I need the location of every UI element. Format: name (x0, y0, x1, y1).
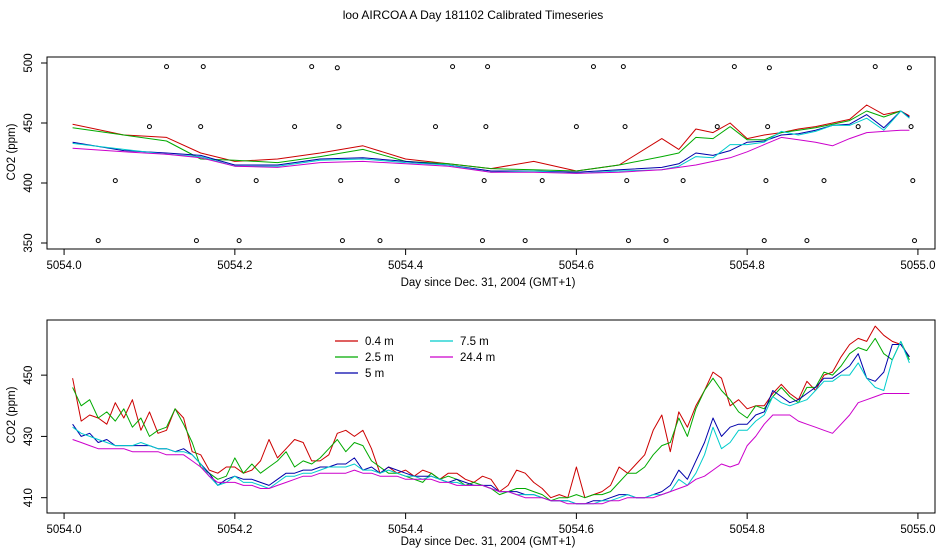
top-scatter-point (479, 238, 485, 244)
bottom-xtick-label: 5054.0 (46, 524, 81, 536)
legend-label: 5 m (365, 368, 384, 380)
top-scatter-point (334, 65, 340, 71)
top-scatter-point (338, 178, 344, 184)
bottom-series-line-5-m (72, 344, 910, 505)
top-scatter-point (394, 178, 400, 184)
bottom-ylabel: CO2 (ppm) (6, 386, 18, 443)
top-scatter-point (622, 124, 628, 130)
top-scatter-point (714, 124, 720, 130)
top-scatter-point (872, 64, 878, 70)
top-scatter-point (539, 178, 545, 184)
top-scatter-point (377, 238, 383, 244)
legend-label: 0.4 m (365, 336, 394, 348)
bottom-plot-frame (46, 319, 936, 514)
top-scatter-point (624, 178, 630, 184)
top-scatter-point (200, 64, 206, 70)
top-scatter-point (910, 178, 916, 184)
bottom-ytick-label: 430 (23, 427, 35, 446)
top-scatter-point (522, 238, 528, 244)
top-xlabel: Day since Dec. 31, 2004 (GMT+1) (401, 277, 576, 289)
top-xtick-label: 5055.0 (900, 260, 935, 272)
top-scatter-point (763, 178, 769, 184)
top-series-line-7-5-m (72, 110, 910, 174)
top-scatter-point (236, 238, 242, 244)
top-xtick-label: 5054.4 (388, 260, 424, 272)
top-scatter-point (912, 238, 918, 244)
top-xtick-label: 5054.6 (559, 260, 594, 272)
bottom-xlabel: Day since Dec. 31, 2004 (GMT+1) (401, 536, 576, 548)
bottom-ytick-label: 410 (23, 488, 35, 507)
top-series-line-24-4-m (72, 129, 910, 174)
top-scatter-point (485, 64, 491, 70)
top-scatter-point (336, 124, 342, 130)
legend-label: 7.5 m (460, 336, 489, 348)
top-scatter-point (292, 124, 298, 130)
top-scatter-point (766, 65, 772, 71)
top-scatter-point (855, 124, 861, 130)
bottom-xtick-label: 5054.8 (730, 524, 765, 536)
bottom-series-line-24-4-m (72, 393, 910, 505)
top-ylabel: CO2 (ppm) (6, 123, 18, 180)
top-scatter-point (112, 178, 118, 184)
top-scatter-point (198, 124, 204, 130)
top-scatter-point (450, 64, 456, 70)
top-scatter-point (481, 178, 487, 184)
top-scatter-point (95, 238, 101, 244)
top-series-line-2-5-m (72, 110, 910, 172)
top-ytick-label: 450 (23, 113, 35, 132)
top-series-line-0-4-m (72, 104, 910, 172)
top-scatter-point (906, 65, 912, 71)
top-scatter-point (625, 238, 631, 244)
top-xtick-label: 5054.8 (730, 260, 765, 272)
top-scatter-point (164, 64, 170, 70)
bottom-xtick-label: 5055.0 (900, 524, 935, 536)
top-series-line-5-m (72, 110, 910, 173)
legend-label: 24.4 m (460, 352, 495, 364)
bottom-xtick-label: 5054.4 (388, 524, 424, 536)
bottom-xtick-label: 5054.2 (217, 524, 252, 536)
top-scatter-point (483, 124, 489, 130)
top-xtick-label: 5054.2 (217, 260, 252, 272)
top-ytick-label: 500 (23, 53, 35, 72)
top-scatter-point (821, 178, 827, 184)
top-scatter-point (590, 64, 596, 70)
top-xtick-label: 5054.0 (46, 260, 81, 272)
top-scatter-point (908, 124, 914, 130)
top-scatter-point (680, 178, 686, 184)
bottom-xtick-label: 5054.6 (559, 524, 594, 536)
top-scatter-point (253, 178, 259, 184)
bottom-panel: CO2 (ppm) Day since Dec. 31, 2004 (GMT+1… (6, 319, 936, 548)
top-scatter-point (765, 124, 771, 130)
top-scatter-point (146, 124, 152, 130)
top-scatter-point (193, 238, 199, 244)
top-scatter-point (663, 238, 669, 244)
top-scatter-point (761, 238, 767, 244)
bottom-ytick-label: 450 (23, 366, 35, 385)
top-ytick-label: 350 (23, 233, 35, 252)
top-ytick-label: 400 (23, 173, 35, 192)
figure-title: loo AIRCOA A Day 181102 Calibrated Times… (343, 8, 604, 22)
top-scatter-point (195, 178, 201, 184)
top-scatter-point (731, 64, 737, 70)
top-scatter-point (433, 124, 438, 130)
top-panel: CO2 (ppm) Day since Dec. 31, 2004 (GMT+1… (6, 53, 936, 289)
top-scatter-point (339, 238, 345, 244)
top-scatter-point (573, 124, 579, 130)
top-scatter-point (804, 238, 810, 244)
top-scatter-point (620, 64, 626, 70)
legend-label: 2.5 m (365, 352, 394, 364)
top-plot-frame (46, 56, 936, 250)
top-scatter-point (309, 64, 315, 70)
